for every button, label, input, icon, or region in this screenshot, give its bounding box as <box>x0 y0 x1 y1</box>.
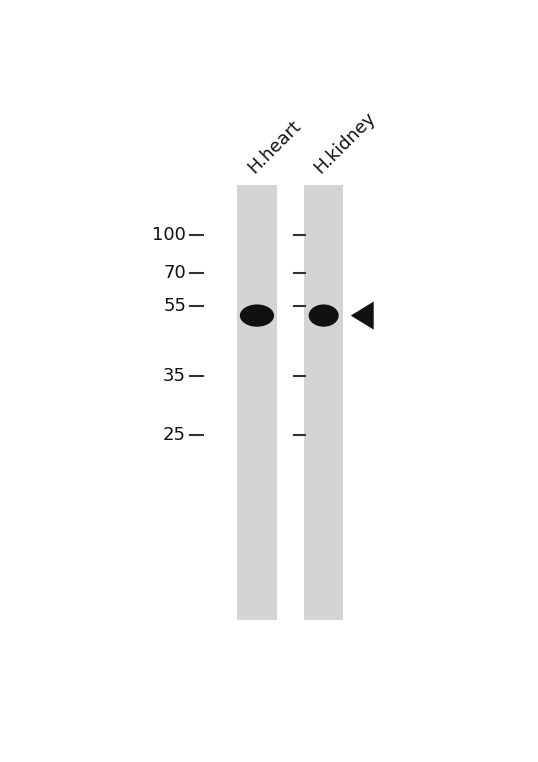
Text: H.heart: H.heart <box>244 117 305 177</box>
Ellipse shape <box>240 305 274 327</box>
Text: 55: 55 <box>163 296 186 315</box>
Polygon shape <box>351 302 374 330</box>
Text: 70: 70 <box>164 264 186 283</box>
Text: 100: 100 <box>152 226 186 244</box>
Text: 35: 35 <box>163 367 186 385</box>
Text: H.kidney: H.kidney <box>311 108 379 177</box>
Bar <box>304 185 343 620</box>
Ellipse shape <box>309 305 339 327</box>
Text: 25: 25 <box>163 426 186 443</box>
Bar <box>237 185 277 620</box>
